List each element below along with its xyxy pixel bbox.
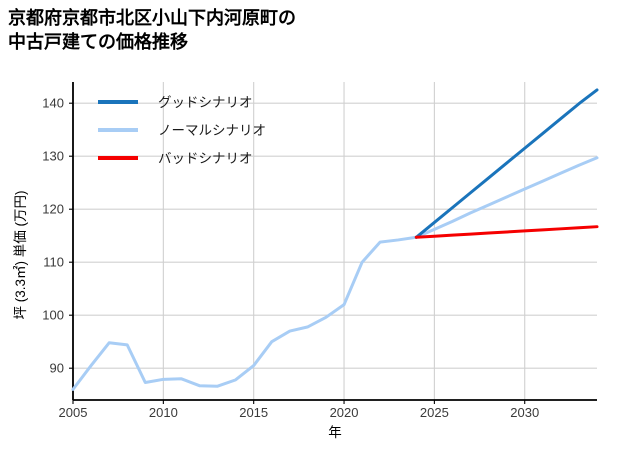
y-tick-label: 130	[42, 149, 64, 164]
x-tick-label: 2005	[59, 405, 88, 420]
data-series-group	[71, 88, 599, 391]
gridlines-group	[72, 82, 597, 400]
legend-label: ノーマルシナリオ	[158, 123, 266, 138]
page-title-line1: 京都府京都市北区小山下内河原町の	[8, 8, 296, 28]
x-tick-label: 2030	[510, 405, 539, 420]
y-axis-label: 坪 (3.3㎡) 単価 (万円)	[13, 190, 28, 319]
y-axis-tick-labels: 90 100 110 120 130 140	[42, 96, 64, 376]
x-axis-label: 年	[328, 425, 342, 440]
x-tick-label: 2015	[239, 405, 268, 420]
y-tick-label: 120	[42, 202, 64, 217]
legend-label: バッドシナリオ	[158, 151, 253, 166]
axis-tick-marks	[69, 102, 526, 404]
page-title: 京都府京都市北区小山下内河原町の 中古戸建ての価格推移	[8, 6, 608, 54]
series-line	[414, 88, 599, 239]
series-line	[414, 225, 599, 239]
axis-spines	[72, 82, 597, 401]
y-tick-label: 110	[43, 255, 64, 270]
x-tick-label: 2010	[149, 405, 178, 420]
x-tick-label: 2025	[420, 405, 449, 420]
page-title-line2: 中古戸建ての価格推移	[8, 32, 188, 53]
y-tick-label: 140	[42, 96, 64, 111]
y-tick-label: 100	[42, 308, 64, 323]
series-line	[71, 156, 599, 391]
x-tick-label: 2020	[330, 405, 359, 420]
legend-label: グッドシナリオ	[158, 95, 253, 110]
y-tick-label: 90	[50, 361, 64, 376]
x-axis-tick-labels: 2005 2010 2015 2020 2025 2030	[59, 405, 540, 420]
